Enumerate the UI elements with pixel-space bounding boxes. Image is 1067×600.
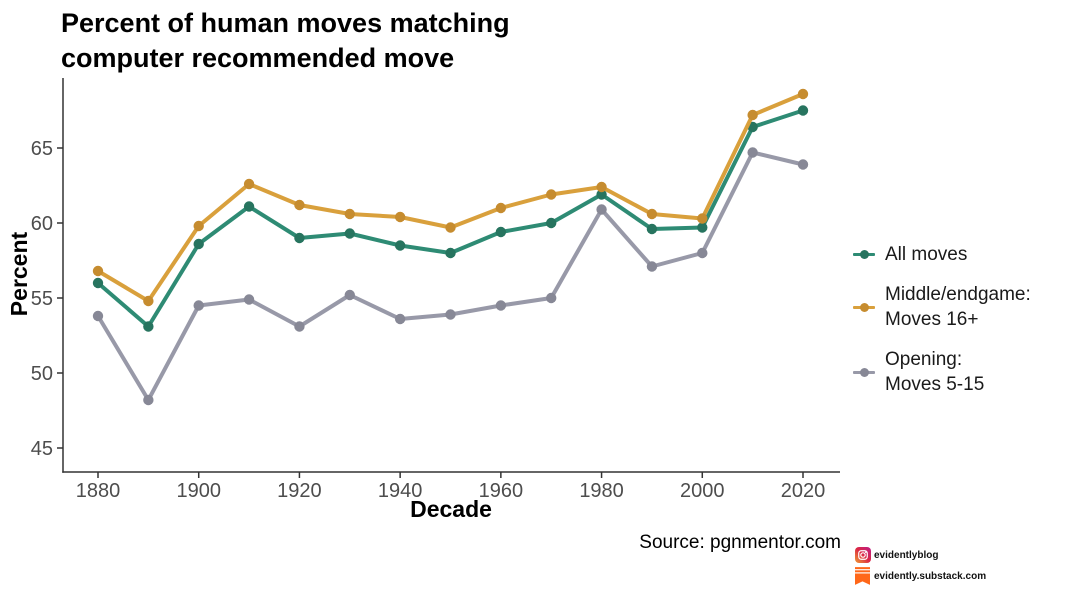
data-point-series-2: [243, 294, 255, 305]
y-tick-label: 55: [31, 288, 53, 310]
x-tick-label: 1880: [76, 480, 121, 502]
x-axis-title: Decade: [410, 496, 492, 522]
x-tick-label: 2000: [680, 480, 725, 502]
legend-key-dot: [859, 250, 869, 259]
legend-item-middle-endgame: Middle/endgame: Moves 16+: [853, 282, 1031, 332]
data-point-series-1: [646, 208, 658, 220]
data-point-series-2: [646, 261, 658, 272]
data-point-series-2: [294, 321, 305, 332]
y-tick-label: 60: [31, 213, 53, 235]
data-point-series-1: [546, 189, 557, 200]
legend-item-all-moves: All moves: [853, 242, 1031, 267]
legend-label-line: Moves 16+: [885, 309, 979, 330]
data-point-series-1: [445, 222, 456, 233]
data-point-series-0: [92, 277, 104, 289]
legend-label-opening: Opening: Moves 5-15: [885, 347, 984, 397]
instagram-handle: evidentlyblog: [874, 549, 939, 561]
data-point-series-2: [797, 159, 809, 170]
y-tick-label: 65: [31, 138, 53, 160]
data-point-series-0: [596, 189, 607, 200]
data-point-series-1: [193, 220, 204, 232]
legend-key-all-moves-icon: [853, 249, 875, 260]
data-point-series-1: [243, 178, 255, 190]
data-point-series-0: [394, 240, 406, 251]
legend-label-line: Moves 5-15: [885, 374, 985, 395]
x-tick-label: 1980: [579, 480, 624, 502]
series-line-2: [96, 150, 805, 402]
series-line-1: [96, 92, 805, 303]
social-row-substack: evidently.substack.com: [855, 567, 986, 585]
legend: All moves Middle/endgame: Moves 16+ Open…: [853, 242, 1031, 397]
data-point-series-1: [596, 181, 607, 193]
data-point-series-0: [445, 247, 456, 259]
data-point-series-2: [344, 289, 355, 301]
source-note: Source: pgnmentor.com: [639, 532, 841, 553]
data-point-series-2: [445, 309, 456, 320]
data-point-series-2: [596, 204, 607, 215]
legend-label-all-moves: All moves: [885, 242, 967, 267]
social-links: evidentlyblog evidently.substack.com: [855, 547, 986, 585]
data-point-series-1: [747, 109, 758, 121]
substack-icon: [855, 567, 871, 585]
data-point-series-0: [546, 217, 557, 229]
data-point-series-1: [495, 202, 507, 214]
data-point-series-2: [92, 310, 104, 322]
data-point-series-2: [143, 394, 154, 406]
chart-title: Percent of human moves matching computer…: [61, 6, 510, 76]
substack-handle: evidently.substack.com: [874, 570, 987, 582]
chart-title-line-2: computer recommended move: [61, 43, 455, 73]
legend-key-dot: [859, 302, 869, 312]
data-point-series-2: [193, 300, 204, 311]
chart-title-line-1: Percent of human moves matching: [61, 8, 510, 38]
data-point-series-0: [797, 105, 809, 116]
data-point-series-0: [646, 223, 658, 235]
data-point-series-1: [394, 211, 406, 223]
legend-key-dot: [859, 367, 869, 377]
data-point-series-1: [143, 295, 154, 307]
data-point-series-1: [294, 199, 305, 211]
data-point-series-2: [747, 147, 758, 158]
x-tick-label: 1960: [479, 480, 524, 502]
legend-label-line: Opening:: [885, 349, 963, 370]
x-tick-label: 1920: [277, 480, 322, 502]
legend-label-middle-endgame: Middle/endgame: Moves 16+: [885, 282, 1031, 332]
x-tick-label: 1940: [378, 480, 423, 502]
data-point-series-2: [394, 313, 406, 325]
data-point-series-1: [92, 265, 104, 277]
social-row-instagram: evidentlyblog: [855, 547, 986, 563]
data-point-series-1: [797, 88, 809, 100]
data-point-series-0: [143, 321, 154, 332]
y-tick-label: 50: [31, 363, 53, 385]
data-point-series-1: [697, 213, 708, 224]
data-point-series-2: [546, 292, 557, 304]
data-point-series-0: [243, 201, 255, 212]
x-tick-label: 1900: [176, 480, 221, 502]
instagram-icon: [855, 547, 871, 563]
data-point-series-0: [495, 226, 507, 238]
y-tick-label: 45: [31, 438, 53, 460]
data-point-series-0: [193, 238, 204, 250]
legend-label-line: All moves: [885, 244, 968, 265]
data-point-series-0: [697, 222, 708, 233]
data-point-series-0: [344, 228, 355, 239]
data-point-series-0: [294, 232, 305, 244]
legend-label-line: Middle/endgame:: [885, 284, 1031, 305]
legend-key-opening-icon: [853, 367, 875, 378]
legend-key-middle-endgame-icon: [853, 302, 875, 313]
legend-item-opening: Opening: Moves 5-15: [853, 347, 1031, 397]
data-point-series-1: [344, 208, 355, 220]
x-tick-label: 2020: [781, 480, 826, 502]
data-point-series-2: [495, 300, 507, 311]
data-point-series-2: [697, 247, 708, 259]
